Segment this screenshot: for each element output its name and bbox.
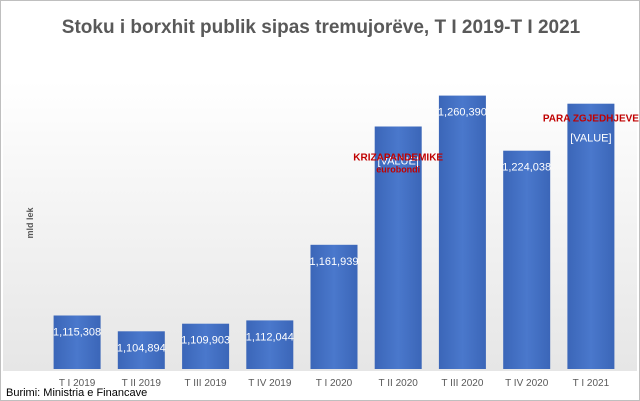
annotation-text: KRIZAPANDEMIKE xyxy=(353,153,443,164)
bar-value-label: 1,104,894 xyxy=(117,342,166,354)
x-tick-label: T IV 2020 xyxy=(505,378,549,389)
annotation-text: PARA ZGJEDHJEVE xyxy=(543,114,639,125)
x-tick-label: T I 2019 xyxy=(59,378,96,389)
bar xyxy=(117,331,165,369)
bar xyxy=(567,103,615,369)
bar-value-label: [VALUE] xyxy=(570,133,611,145)
x-tick-label: T II 2020 xyxy=(379,378,419,389)
x-tick-label: T I 2020 xyxy=(316,378,353,389)
bar xyxy=(182,323,230,369)
x-tick-label: T III 2020 xyxy=(441,378,484,389)
bar xyxy=(53,315,101,369)
bar-value-label: 1,260,390 xyxy=(438,107,487,119)
x-tick-label: T I 2021 xyxy=(573,378,610,389)
bar xyxy=(438,95,486,369)
chart-title: Stoku i borxhit publik sipas tremujorëve… xyxy=(61,17,581,38)
bar-value-label: 1,109,903 xyxy=(181,335,230,347)
bar-value-label: 1,115,308 xyxy=(53,327,101,339)
bar-value-label: 1,112,044 xyxy=(246,331,294,343)
bar xyxy=(246,320,294,369)
bar xyxy=(374,126,422,369)
bar-value-label: 1,224,038 xyxy=(502,162,551,174)
bar-value-label: 1,161,939 xyxy=(310,256,359,268)
bar xyxy=(503,150,551,369)
x-tick-label: T III 2019 xyxy=(185,378,228,389)
bar-value-label: [VALUE] xyxy=(378,156,419,168)
x-tick-label: T II 2019 xyxy=(122,378,162,389)
annotation-text: eurobondi xyxy=(376,165,420,175)
x-tick-label: T IV 2019 xyxy=(248,378,292,389)
y-axis-label: mld lek xyxy=(25,207,35,239)
bar xyxy=(310,244,358,369)
source-note: Burimi: Ministria e Financave xyxy=(6,387,148,399)
